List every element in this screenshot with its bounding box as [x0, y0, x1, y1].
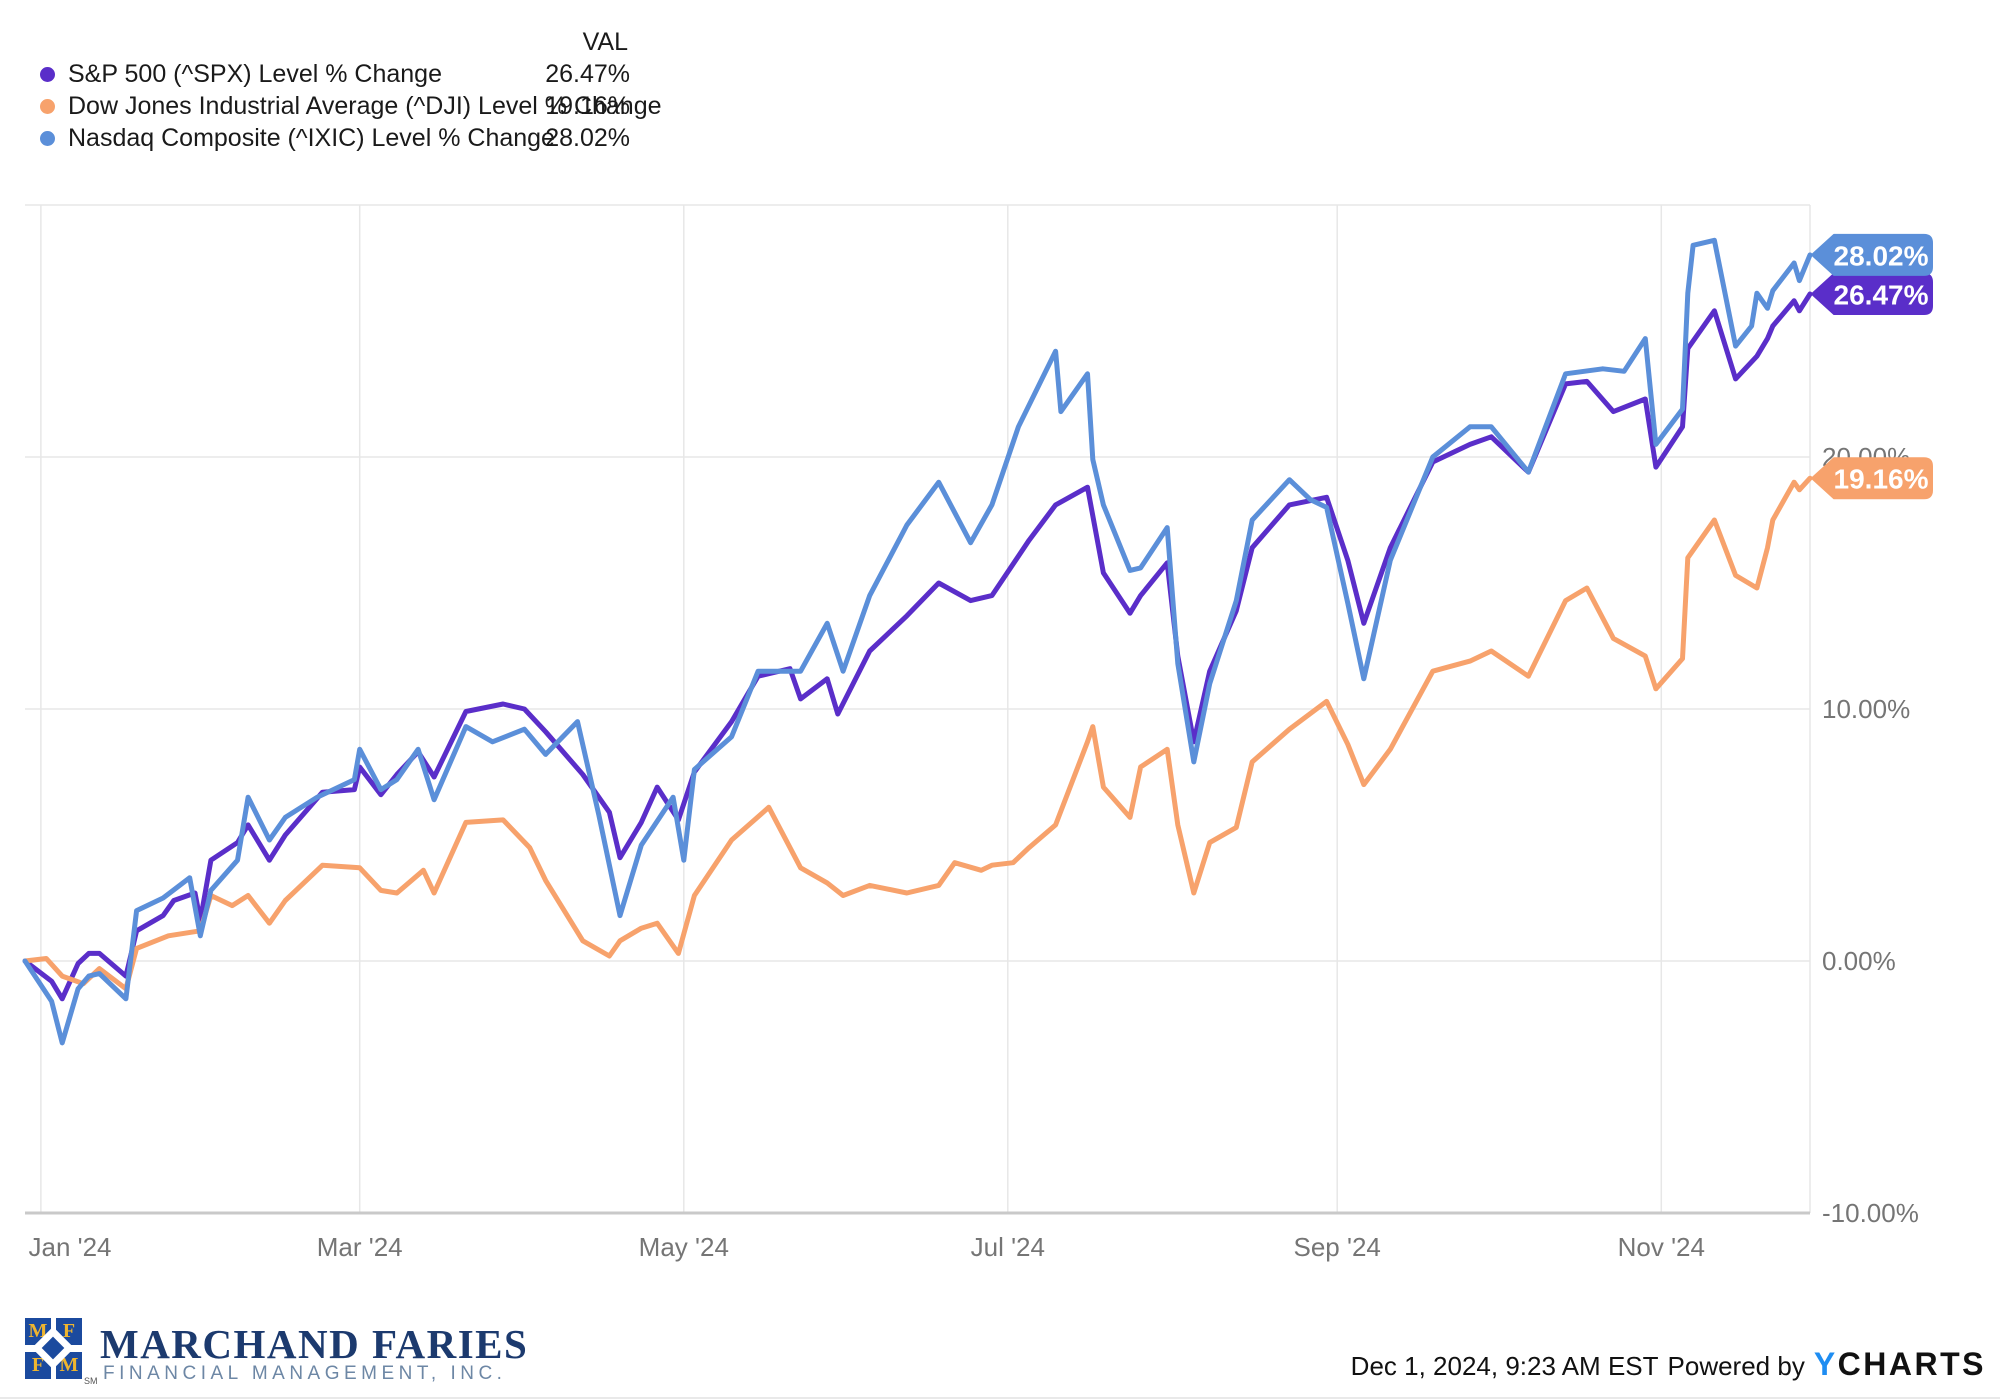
company-name: MARCHAND FARIES [100, 1321, 529, 1367]
company-branding: M F F M SM MARCHAND FARIES FINANCIAL MAN… [0, 1310, 900, 1399]
svg-text:-10.00%: -10.00% [1822, 1198, 1919, 1228]
y-axis-labels: 20.00%10.00%0.00%-10.00% [1822, 442, 1919, 1228]
dji-legend-dot [40, 98, 55, 114]
dji-line [22, 475, 1813, 992]
ycharts-logo-charts: CHARTS [1837, 1346, 1986, 1382]
dji-legend-label: Dow Jones Industrial Average (^DJI) Leve… [68, 91, 662, 120]
spx-legend-label: S&P 500 (^SPX) Level % Change [68, 59, 442, 88]
logo-square-m2: M [56, 1352, 82, 1379]
gridlines [25, 204, 1811, 1215]
timestamp: Dec 1, 2024, 9:23 AM EST [1350, 1351, 1659, 1381]
ixic-legend-label: Nasdaq Composite (^IXIC) Level % Change [68, 123, 555, 152]
bottom-divider [0, 1397, 2000, 1399]
val-column-header: VAL [582, 28, 628, 56]
svg-text:Jul '24: Jul '24 [971, 1232, 1045, 1262]
svg-text:28.02%: 28.02% [1834, 240, 1929, 271]
value-callouts: 26.47% 19.16% 28.02% [1811, 233, 1933, 500]
spx-value-callout: 26.47% [1811, 273, 1933, 315]
company-subtitle: FINANCIAL MANAGEMENT, INC. [103, 1363, 507, 1384]
marchand-faries-logo: M F F M SM [25, 1318, 98, 1386]
legend-item-spx: S&P 500 (^SPX) Level % Change 26.47% [30, 58, 630, 90]
ixic-value-callout: 28.02% [1811, 233, 1933, 276]
ixic-line [22, 237, 1813, 1046]
powered-by-label: Powered by [1667, 1351, 1805, 1381]
dji-legend-value: 19.16% [545, 92, 630, 120]
dji-value-callout: 19.16% [1811, 457, 1933, 500]
svg-text:19.16%: 19.16% [1834, 464, 1929, 495]
legend-item-ixic: Nasdaq Composite (^IXIC) Level % Change … [30, 122, 630, 154]
ixic-legend-dot [40, 130, 55, 146]
x-axis-labels: Jan '24 Mar '24 May '24 Jul '24 Sep '24 Nov '… [28, 1232, 1704, 1262]
ycharts-logo: YCHARTS [1814, 1346, 1986, 1383]
svg-text:Sep '24: Sep '24 [1294, 1232, 1381, 1262]
svg-text:26.47%: 26.47% [1834, 280, 1929, 311]
spx-legend-value: 26.47% [545, 60, 630, 88]
ycharts-logo-y: Y [1813, 1346, 1838, 1382]
spx-legend-dot [40, 66, 55, 82]
logo-servicemark: SM [84, 1376, 98, 1386]
svg-text:Jan '24: Jan '24 [28, 1232, 111, 1262]
legend-item-dji: Dow Jones Industrial Average (^DJI) Leve… [30, 90, 662, 122]
chart-footer: Dec 1, 2024, 9:23 AM EST Powered by YCHA… [1351, 1346, 1986, 1383]
legend: VAL S&P 500 (^SPX) Level % Change 26.47%… [30, 26, 662, 154]
ixic-legend-value: 28.02% [545, 124, 630, 152]
svg-text:May '24: May '24 [639, 1232, 729, 1262]
svg-text:10.00%: 10.00% [1822, 694, 1910, 724]
svg-text:Mar '24: Mar '24 [317, 1232, 403, 1262]
svg-text:0.00%: 0.00% [1822, 946, 1896, 976]
logo-square-f1: F [56, 1318, 82, 1345]
svg-text:Nov '24: Nov '24 [1618, 1232, 1705, 1262]
